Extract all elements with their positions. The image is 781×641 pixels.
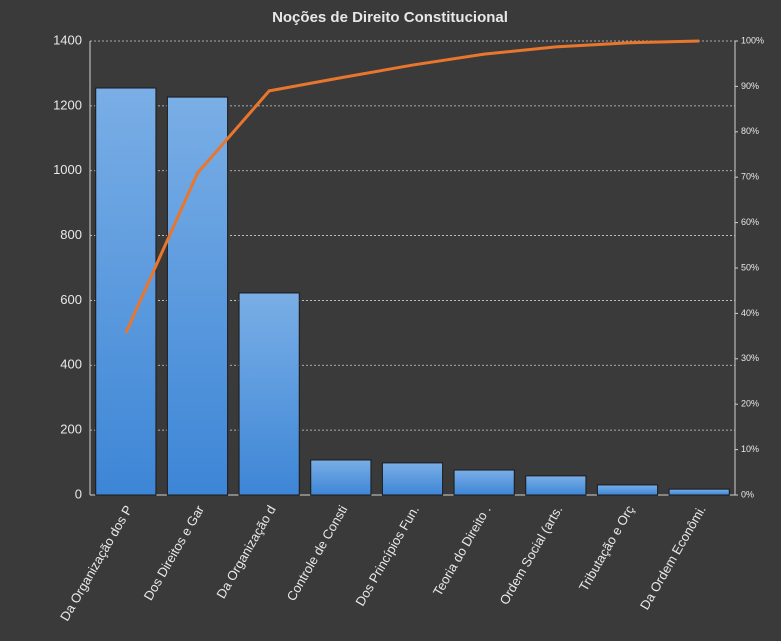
bar: [525, 475, 587, 496]
y-tick-label: 1400: [53, 32, 82, 47]
x-tick-label: Ordem Social (arts.: [496, 503, 565, 607]
bar: [381, 462, 444, 496]
x-tick-label: Da Organização dos P: [57, 503, 135, 624]
y2-tick-label: 60%: [741, 217, 759, 227]
x-tick-label: Controle de Consti: [284, 503, 351, 604]
y2-tick-label: 70%: [741, 172, 759, 182]
bar: [166, 96, 229, 496]
x-tick-label: Da Organização d: [213, 503, 278, 601]
y2-tick-label: 90%: [741, 81, 759, 91]
x-tick-label: Dos Direitos e Gar: [141, 502, 208, 603]
bar: [453, 469, 515, 496]
chart-title: Noções de Direito Constitucional: [272, 9, 508, 26]
x-tick-label: Dos Princípios Fun.: [352, 503, 422, 609]
y2-tick-label: 80%: [741, 126, 759, 136]
y2-tick-label: 40%: [741, 308, 759, 318]
x-tick-label: Tributação e Orç: [576, 502, 637, 593]
y-tick-label: 600: [60, 292, 82, 307]
bar: [596, 484, 659, 496]
bar: [668, 488, 730, 496]
x-tick-label: Da Ordem Econômi.: [637, 503, 709, 612]
x-tick-label: Teoria do Direito .: [430, 503, 494, 599]
bar: [238, 292, 300, 496]
y-tick-label: 800: [60, 227, 82, 242]
y2-tick-label: 100%: [741, 35, 764, 45]
y-tick-label: 0: [75, 486, 82, 501]
y2-tick-label: 20%: [741, 399, 759, 409]
y2-tick-label: 10%: [741, 444, 759, 454]
y-tick-label: 200: [60, 422, 82, 437]
y2-tick-label: 30%: [741, 353, 759, 363]
y2-tick-label: 50%: [741, 262, 759, 272]
y-tick-label: 400: [60, 357, 82, 372]
y-tick-label: 1200: [53, 97, 82, 112]
bar: [95, 87, 157, 496]
y2-tick-label: 0%: [741, 489, 754, 499]
bar: [310, 459, 372, 496]
cumulative-line: [124, 39, 700, 334]
y-tick-label: 1000: [53, 162, 82, 177]
